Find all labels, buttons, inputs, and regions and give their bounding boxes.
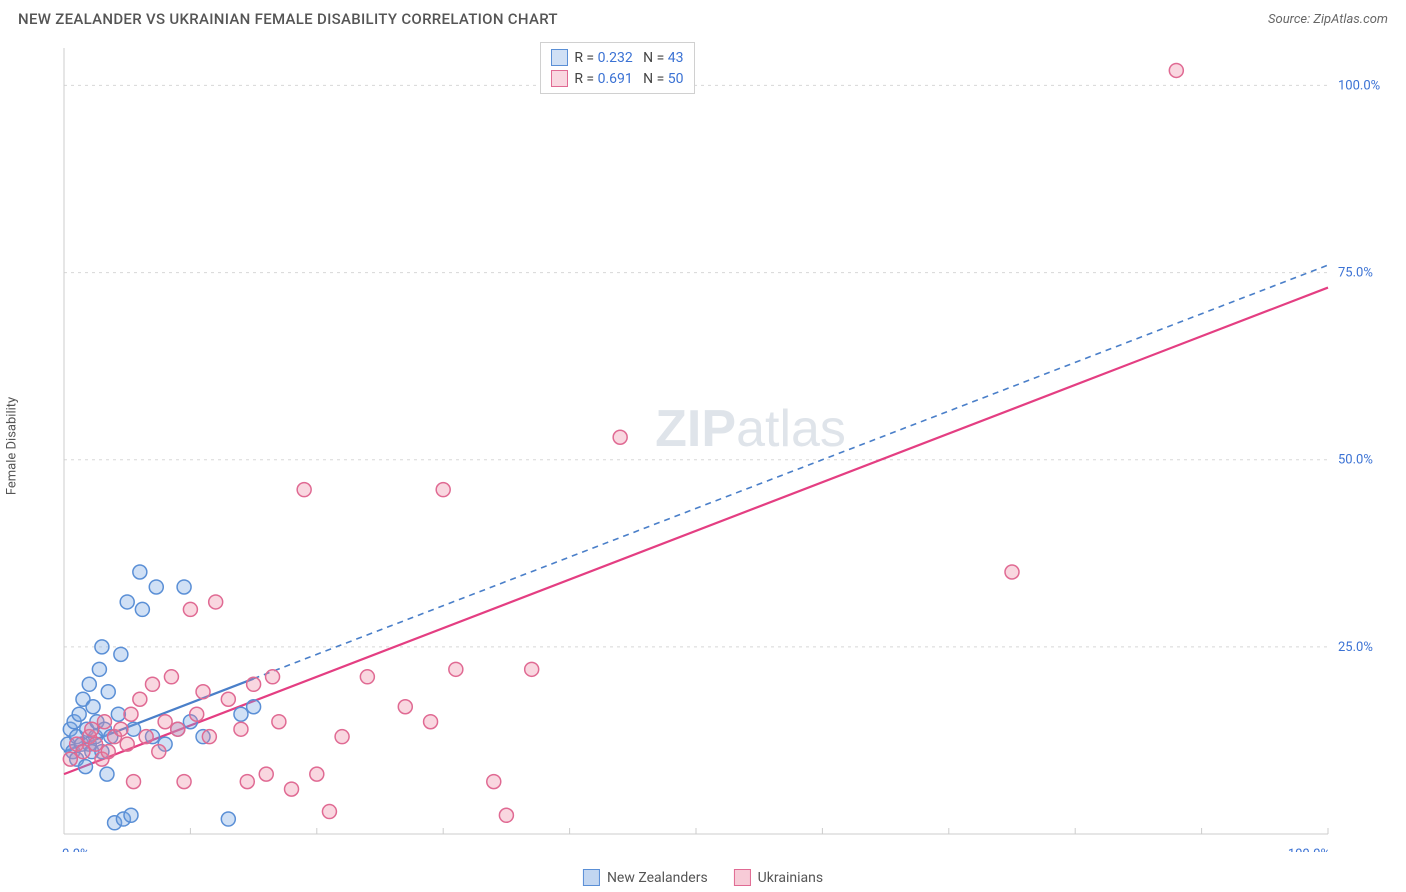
svg-text:ZIPatlas: ZIPatlas (655, 400, 846, 458)
legend-stat-row: R = 0.232 N = 43 (551, 47, 683, 68)
legend-label: Ukrainians (758, 870, 823, 886)
legend-series: New Zealanders Ukrainians (583, 869, 823, 886)
chart-title: NEW ZEALANDER VS UKRAINIAN FEMALE DISABI… (18, 10, 558, 28)
legend-stat-row: R = 0.691 N = 50 (551, 68, 683, 89)
legend-item: Ukrainians (734, 869, 823, 886)
legend-swatch (551, 70, 568, 87)
svg-text:75.0%: 75.0% (1338, 266, 1373, 281)
header: NEW ZEALANDER VS UKRAINIAN FEMALE DISABI… (0, 0, 1406, 36)
plot-area: ZIPatlas 25.0% 50.0% 75.0% 100.0% 0.0% 100.0% (60, 40, 1388, 852)
svg-text:0.0%: 0.0% (62, 847, 90, 852)
source-label: Source: ZipAtlas.com (1268, 12, 1388, 27)
svg-text:25.0%: 25.0% (1338, 640, 1373, 655)
legend-stats: R = 0.232 N = 43R = 0.691 N = 50 (540, 42, 694, 94)
legend-label: New Zealanders (607, 870, 708, 886)
svg-text:100.0%: 100.0% (1288, 847, 1330, 852)
svg-text:50.0%: 50.0% (1338, 453, 1373, 468)
legend-item: New Zealanders (583, 869, 708, 886)
legend-swatch (583, 869, 600, 886)
legend-swatch (734, 869, 751, 886)
y-axis-label: Female Disability (5, 397, 20, 495)
svg-text:100.0%: 100.0% (1338, 78, 1380, 93)
legend-swatch (551, 49, 568, 66)
chart-container: Female Disability ZIPatlas25.0%50.0%75.0… (18, 40, 1388, 852)
scatter-plot: ZIPatlas 25.0% 50.0% 75.0% 100.0% 0.0% 100.0% (60, 40, 1388, 852)
